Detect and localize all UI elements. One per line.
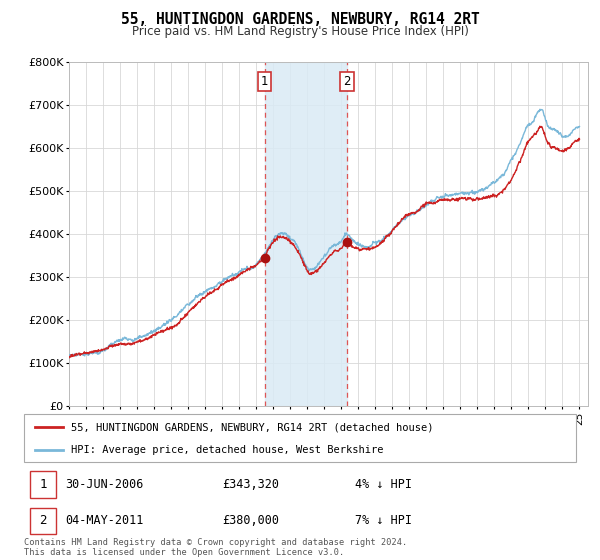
Text: 1: 1 [261, 76, 268, 88]
Text: 7% ↓ HPI: 7% ↓ HPI [355, 514, 412, 528]
Text: 1: 1 [39, 478, 47, 491]
Text: Price paid vs. HM Land Registry's House Price Index (HPI): Price paid vs. HM Land Registry's House … [131, 25, 469, 38]
FancyBboxPatch shape [29, 471, 56, 498]
Text: £380,000: £380,000 [223, 514, 280, 528]
Text: 2: 2 [39, 514, 47, 528]
Text: £343,320: £343,320 [223, 478, 280, 491]
Bar [265, 62, 347, 406]
Text: 55, HUNTINGDON GARDENS, NEWBURY, RG14 2RT: 55, HUNTINGDON GARDENS, NEWBURY, RG14 2R… [121, 12, 479, 27]
Text: 55, HUNTINGDON GARDENS, NEWBURY, RG14 2RT (detached house): 55, HUNTINGDON GARDENS, NEWBURY, RG14 2R… [71, 422, 433, 432]
FancyBboxPatch shape [24, 414, 576, 462]
Text: HPI: Average price, detached house, West Berkshire: HPI: Average price, detached house, West… [71, 445, 383, 455]
Text: 2: 2 [343, 76, 350, 88]
Text: 4% ↓ HPI: 4% ↓ HPI [355, 478, 412, 491]
FancyBboxPatch shape [29, 507, 56, 534]
Text: 30-JUN-2006: 30-JUN-2006 [65, 478, 144, 491]
Text: Contains HM Land Registry data © Crown copyright and database right 2024.
This d: Contains HM Land Registry data © Crown c… [24, 538, 407, 557]
Text: 04-MAY-2011: 04-MAY-2011 [65, 514, 144, 528]
